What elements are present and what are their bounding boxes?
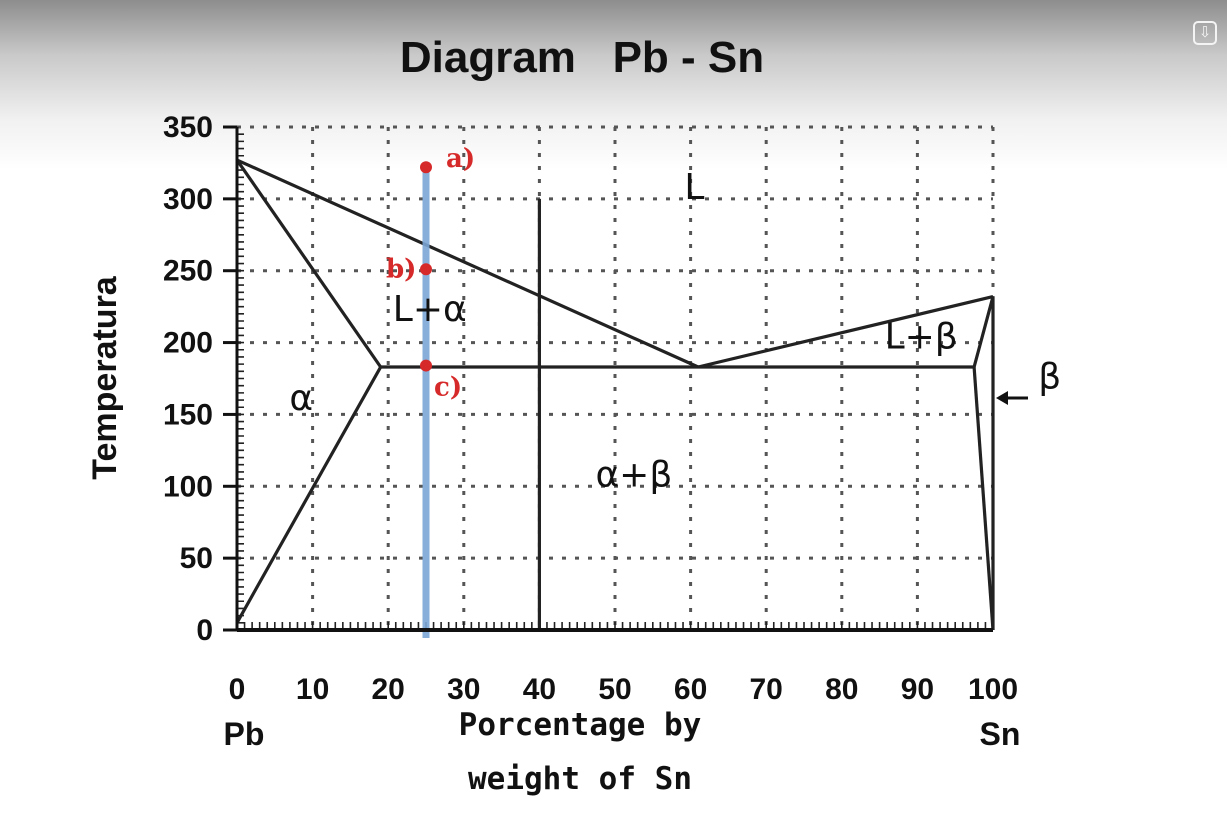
x-tick-label-20: 20 (372, 673, 405, 706)
y-tick-label-50: 50 (180, 542, 213, 575)
x-end-label-sn: Sn (980, 716, 1021, 752)
x-tick-label-0: 0 (229, 673, 246, 706)
state-point-2 (420, 263, 432, 276)
axes (223, 125, 993, 632)
y-tick-label-200: 200 (163, 327, 213, 360)
download-button[interactable]: ⇩ (1193, 21, 1217, 45)
x-tick-label-40: 40 (523, 673, 556, 706)
download-icon: ⇩ (1198, 23, 1212, 41)
x-tick-label-70: 70 (750, 673, 783, 706)
y-tick-label-300: 300 (163, 183, 213, 216)
minor-ticks (237, 133, 987, 630)
x-tick-label-60: 60 (674, 673, 707, 706)
x-end-label-pb: Pb (224, 716, 265, 752)
state-point-1 (420, 161, 432, 174)
region-label-6: β (1038, 357, 1061, 398)
region-label-4: α (289, 378, 313, 419)
y-tick-labels: 0 50 100 150 200 250 300 350 (163, 111, 213, 647)
y-tick-label-250: 250 (163, 255, 213, 288)
phase-boundary-2 (697, 295, 994, 369)
x-minor-ticks (243, 622, 987, 630)
phase-boundary-6 (972, 296, 995, 368)
region-labels: L L+α L+β α α+β β (289, 167, 1061, 495)
phase-boundaries (235, 158, 995, 631)
state-point-label-3: c) (434, 373, 462, 403)
phase-boundary-1 (236, 158, 699, 369)
x-tick-labels: 0 10 20 30 40 50 60 70 80 90 100 (229, 673, 1018, 706)
region-label-3: L+β (885, 316, 958, 357)
grid-lines (237, 125, 995, 630)
state-point-label-1: a) (446, 144, 475, 174)
x-tick-label-90: 90 (901, 673, 934, 706)
x-tick-label-10: 10 (296, 673, 329, 706)
x-tick-label-80: 80 (825, 673, 858, 706)
region-label-1: L (684, 167, 704, 208)
x-tick-label-30: 30 (447, 673, 480, 706)
region-label-2: L+α (393, 289, 467, 330)
region-label-5: α+β (595, 454, 672, 495)
y-tick-label-0: 0 (196, 614, 213, 647)
x-axis-label-line-2: weight of Sn (468, 761, 692, 797)
x-tick-label-100: 100 (968, 673, 1018, 706)
phase-boundary-7 (972, 366, 995, 631)
y-tick-label-150: 150 (163, 398, 213, 431)
state-point-3 (420, 359, 432, 372)
state-point-label-2: b) (386, 254, 416, 284)
phase-boundary-3 (235, 159, 382, 368)
y-tick-label-350: 350 (163, 111, 213, 144)
y-axis-label: Temperatura (86, 275, 124, 480)
chart-title: Diagram Pb - Sn (400, 33, 764, 82)
x-axis-label-line-1: Porcentage by (459, 707, 702, 743)
y-tick-label-100: 100 (163, 470, 213, 503)
x-tick-label-50: 50 (598, 673, 631, 706)
phase-boundary-4 (235, 366, 383, 624)
beta-pointer-arrow (996, 391, 1028, 405)
state-points: a) b) c) (386, 144, 475, 402)
y-minor-ticks (237, 133, 244, 624)
